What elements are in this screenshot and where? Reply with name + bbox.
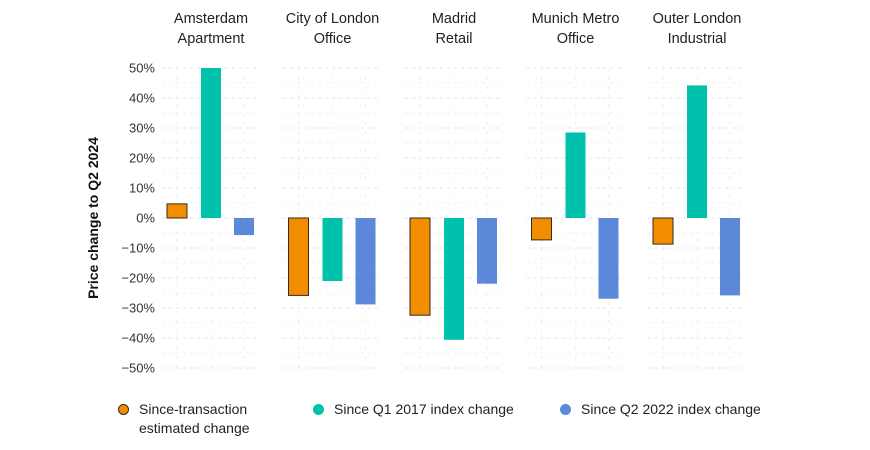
y-tick-label: −10% xyxy=(121,241,155,256)
bar-since-q2-2022 xyxy=(598,218,619,299)
bar-since-transaction xyxy=(531,217,552,241)
panel-title: Industrial xyxy=(668,31,727,47)
y-tick-label: −40% xyxy=(121,331,155,346)
y-tick-label: 50% xyxy=(129,61,155,76)
legend-label: Since Q1 2017 index change xyxy=(334,400,514,419)
y-tick-label: 0% xyxy=(136,211,155,226)
panel-title: Office xyxy=(557,31,595,47)
y-tick-label: −30% xyxy=(121,301,155,316)
legend-item[interactable]: Since Q1 2017 index change xyxy=(313,400,514,419)
legend-label-line: Since Q2 2022 index change xyxy=(581,401,761,417)
panel-title: Apartment xyxy=(178,31,245,47)
y-tick-label: 30% xyxy=(129,121,155,136)
bar-since-q2-2022 xyxy=(355,218,376,305)
panel-title: Outer London xyxy=(653,11,742,27)
panel-title: Retail xyxy=(435,31,472,47)
legend-label-line: Since Q1 2017 index change xyxy=(334,401,514,417)
y-axis-title: Price change to Q2 2024 xyxy=(85,137,101,299)
panel-title: Office xyxy=(314,31,352,47)
legend-label: Since-transaction estimated change xyxy=(139,400,250,438)
legend-label-line: estimated change xyxy=(139,420,250,436)
y-axis: 50% 40% 30% 20% 10% 0% −10% −20% −30% −40% −50% xyxy=(121,61,155,376)
legend: Since-transaction estimated change Since Q… xyxy=(0,400,870,445)
y-tick-label: 20% xyxy=(129,151,155,166)
legend-label: Since Q2 2022 index change xyxy=(581,400,761,419)
panel-titles: Amsterdam Apartment City of London Office Ma… xyxy=(174,11,741,47)
legend-label-line: Since-transaction xyxy=(139,401,248,417)
bar-since-q1-2017 xyxy=(687,85,707,219)
panel-title: Amsterdam xyxy=(174,11,248,27)
bar-since-q1-2017 xyxy=(565,132,586,218)
bar-since-transaction xyxy=(166,203,188,219)
bar-since-q1-2017 xyxy=(444,218,464,340)
legend-marker-icon xyxy=(313,404,324,415)
panel-title: Madrid xyxy=(432,11,476,27)
chart: 50% 40% 30% 20% 10% 0% −10% −20% −30% −40% −50% Am… xyxy=(85,11,746,376)
bar-since-q2-2022 xyxy=(477,218,497,284)
bar-since-q1-2017 xyxy=(322,218,343,281)
y-tick-label: 10% xyxy=(129,181,155,196)
panel-title: Munich Metro xyxy=(532,11,620,27)
bar-since-q2-2022 xyxy=(234,218,254,236)
legend-item[interactable]: Since Q2 2022 index change xyxy=(560,400,761,419)
legend-marker-icon xyxy=(560,404,571,415)
bars xyxy=(166,68,740,340)
legend-marker-icon xyxy=(118,404,129,415)
bar-since-transaction xyxy=(652,217,674,245)
bar-since-transaction xyxy=(409,217,431,316)
bar-since-q1-2017 xyxy=(201,68,221,218)
legend-item[interactable]: Since-transaction estimated change xyxy=(118,400,250,438)
panel-title: City of London xyxy=(286,11,380,27)
y-tick-label: −20% xyxy=(121,271,155,286)
bar-since-transaction xyxy=(288,217,309,296)
y-tick-label: −50% xyxy=(121,361,155,376)
y-tick-label: 40% xyxy=(129,91,155,106)
bar-since-q2-2022 xyxy=(720,218,740,296)
